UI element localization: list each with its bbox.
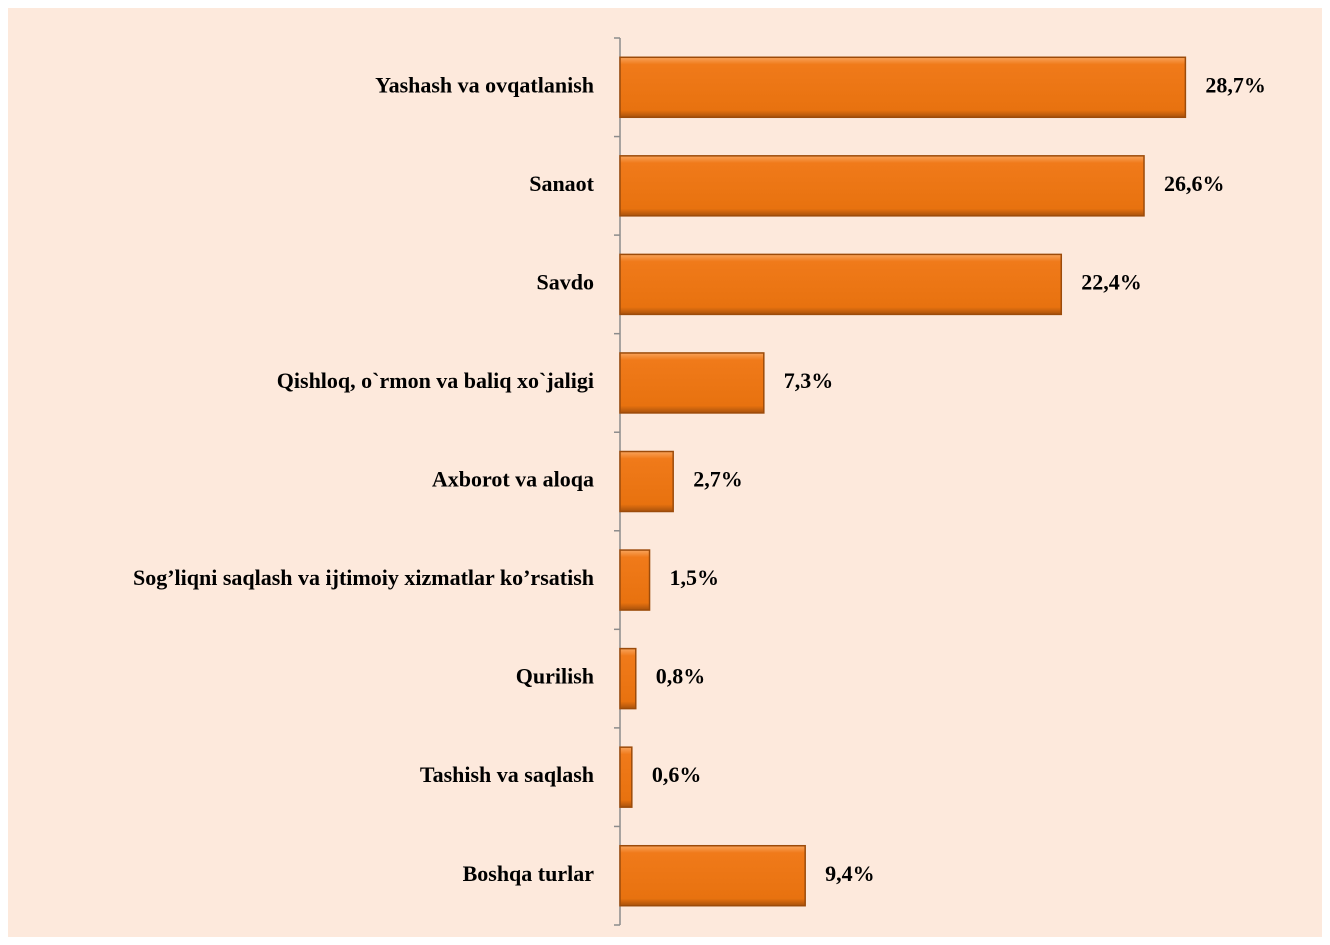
category-label: Axborot va aloqa — [432, 467, 594, 492]
value-label: 7,3% — [784, 368, 834, 393]
value-label: 0,8% — [656, 664, 706, 689]
value-label: 0,6% — [652, 762, 702, 787]
category-label: Qurilish — [516, 664, 594, 689]
value-label: 22,4% — [1081, 269, 1142, 294]
value-label: 9,4% — [825, 861, 875, 886]
category-label: Savdo — [537, 269, 594, 294]
bar — [619, 56, 1187, 119]
value-label: 2,7% — [693, 467, 743, 492]
category-label: Sanaot — [529, 171, 594, 196]
bar — [619, 549, 651, 611]
category-label: Sog’liqni saqlash va ijtimoiy xizmatlar … — [133, 565, 594, 590]
bar — [619, 844, 806, 907]
value-label: 26,6% — [1164, 171, 1225, 196]
bar — [619, 647, 637, 710]
bar — [619, 352, 765, 414]
value-label: 28,7% — [1205, 72, 1266, 97]
bar — [619, 450, 674, 513]
category-label: Qishloq, o`rmon va baliq xo`jaligi — [277, 368, 594, 393]
category-label: Yashash va ovqatlanish — [375, 72, 594, 97]
bar — [619, 253, 1063, 316]
bar — [619, 155, 1145, 217]
value-label: 1,5% — [670, 565, 720, 590]
category-label: Boshqa turlar — [463, 861, 595, 886]
category-label: Tashish va saqlash — [420, 762, 594, 787]
bar — [619, 746, 633, 808]
